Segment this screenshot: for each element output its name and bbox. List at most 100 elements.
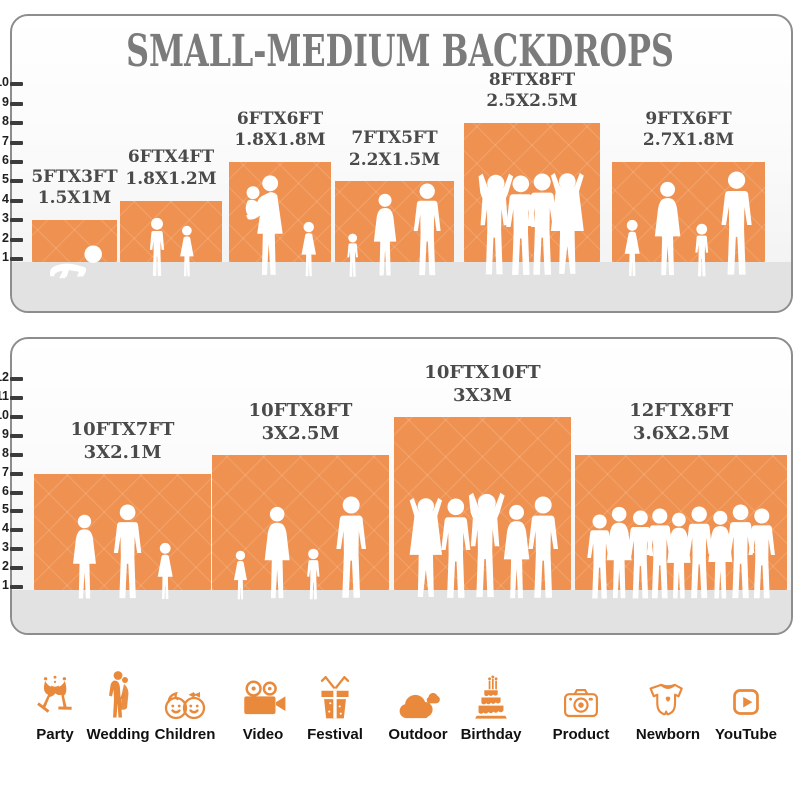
ruler-tick-mark [10, 509, 23, 514]
backdrop-size-label: 10FTX8FT 3X2.5M [249, 399, 353, 445]
video-camera-icon [221, 665, 305, 721]
backdrop-size-label: 12FTX8FT 3.6X2.5M [629, 399, 733, 445]
ruler-tick-number: 1 [2, 578, 9, 592]
backdrop-size-ft: 5FTX3FT [31, 166, 118, 187]
backdrop-size-ft: 12FTX8FT [629, 399, 734, 421]
backdrop-rect [120, 200, 222, 262]
children-faces-icon [143, 665, 227, 721]
backdrop-size-ft: 8FTX8FT [488, 69, 576, 90]
birthday-cake-icon [475, 675, 507, 719]
ruler-tick-mark [10, 585, 23, 589]
page-title: SMALL-MEDIUM BACKDROPS [126, 26, 674, 77]
ruler-tick-number: 4 [2, 191, 9, 206]
child-silhouette [302, 548, 325, 602]
backdrop-size-label: 9FTX6FT 2.7X1.8M [643, 109, 734, 153]
ruler-tick-mark [10, 140, 23, 145]
children-faces-icon [164, 691, 206, 720]
woman-silhouette [257, 506, 297, 602]
ruler-tick-mark [10, 218, 23, 223]
ruler-tick-mark [10, 566, 23, 571]
girl-silhouette [152, 542, 178, 602]
backdrop-size-ft: 7FTX5FT [351, 127, 438, 148]
woman-silhouette [367, 193, 403, 279]
ruler-tick-number: 5 [2, 502, 9, 517]
backdrop-size-m: 2.2X1.5M [348, 149, 441, 170]
party-toast-icon [37, 675, 72, 713]
video-camera-icon [244, 680, 286, 715]
ruler-tick-mark [10, 528, 23, 533]
backdrop-size-m: 3X2.5M [261, 422, 340, 444]
woman-silhouette [647, 181, 688, 279]
woman-silhouette [66, 514, 103, 602]
ruler-tick-number: 6 [2, 153, 9, 167]
ruler-tick-mark [10, 82, 23, 87]
panel-medium-large: 12345678910111210FTX7FT3X2.1M10FTX8FT3X2… [0, 337, 793, 635]
camera-icon [564, 689, 598, 718]
backdrop-size-ft: 10FTX10FT [424, 361, 541, 383]
ruler-tick-number: 7 [2, 464, 9, 479]
man-silhouette [522, 496, 564, 602]
toddler-silhouette [343, 233, 362, 279]
category-label: Video [242, 726, 284, 743]
wedding-couple-icon [109, 671, 129, 718]
ruler-tick-mark [10, 433, 23, 438]
child-silhouette [690, 223, 714, 279]
girl-silhouette [296, 221, 322, 279]
ruler-tick-mark [10, 198, 23, 203]
backdrop-size-m: 1.8X1.2M [125, 169, 217, 190]
man-silhouette [108, 504, 147, 602]
man-silhouette [715, 171, 758, 279]
ruler-tick-number: 9 [2, 94, 9, 109]
category-children: Children [143, 665, 227, 743]
man-silhouette [408, 183, 446, 279]
ruler-tick-mark [10, 179, 23, 184]
baby-onesie-icon [626, 665, 710, 721]
girl-silhouette [175, 225, 199, 279]
boy-silhouette [144, 217, 170, 279]
backdrop-size-m: 3X2.1M [83, 441, 162, 463]
backdrop-size-label: 6FTX6FT 1.8X1.8M [234, 109, 325, 153]
ruler-tick-number: 3 [2, 540, 9, 555]
ruler-tick-number: 10 [0, 75, 9, 90]
man-silhouette [743, 508, 781, 602]
ruler-tick-number: 1 [2, 250, 9, 264]
ruler-tick-number: 2 [2, 559, 9, 574]
category-label: Wedding [86, 726, 150, 743]
category-newborn: Newborn [626, 665, 710, 743]
category-label: Festival [307, 726, 363, 743]
ruler-tick-number: 4 [2, 521, 9, 536]
ruler-tick-number: 9 [2, 426, 9, 441]
backdrop-size-ft: 6FTX6FT [236, 108, 324, 129]
backdrop-size-m: 1.8X1.8M [234, 130, 326, 151]
ruler-tick-number: 11 [0, 389, 9, 403]
backdrop-size-label: 10FTX7FT 3X2.1M [71, 418, 175, 464]
backdrop-size-label: 6FTX4FT 1.8X1.2M [125, 147, 216, 191]
backdrop-size-ft: 10FTX8FT [248, 399, 353, 421]
ruler-tick-mark [10, 396, 23, 400]
birthday-cake-icon [449, 665, 533, 721]
ruler-tick-number: 10 [0, 407, 9, 422]
category-party: Party [13, 665, 97, 743]
ruler-tick-mark [10, 547, 23, 552]
ruler-tick-mark [10, 452, 23, 457]
clouds-icon [399, 692, 440, 719]
ruler-tick-number: 8 [2, 114, 9, 129]
backdrop-size-label: 5FTX3FT 1.5X1M [31, 167, 117, 211]
backdrop-size-label: 10FTX10FT 3X3M [424, 361, 540, 407]
mother-holding-child-silhouette [239, 175, 291, 279]
category-wedding: Wedding [76, 665, 160, 743]
category-label: Party [36, 726, 74, 743]
ruler-tick-number: 12 [0, 370, 9, 385]
ruler-tick-mark [10, 377, 23, 382]
youtube-play-icon [733, 689, 759, 715]
ruler-tick-number: 2 [2, 230, 9, 245]
backdrop-size-m: 1.5X1M [37, 188, 112, 209]
party-toast-icon [13, 665, 97, 721]
ruler-tick-mark [10, 471, 23, 476]
ruler-tick-mark [10, 101, 23, 106]
category-festival: Festival [293, 665, 377, 743]
ruler-tick-mark [10, 121, 23, 126]
category-product: Product [539, 665, 623, 743]
man-silhouette [330, 496, 372, 602]
category-label: YouTube [715, 726, 777, 743]
